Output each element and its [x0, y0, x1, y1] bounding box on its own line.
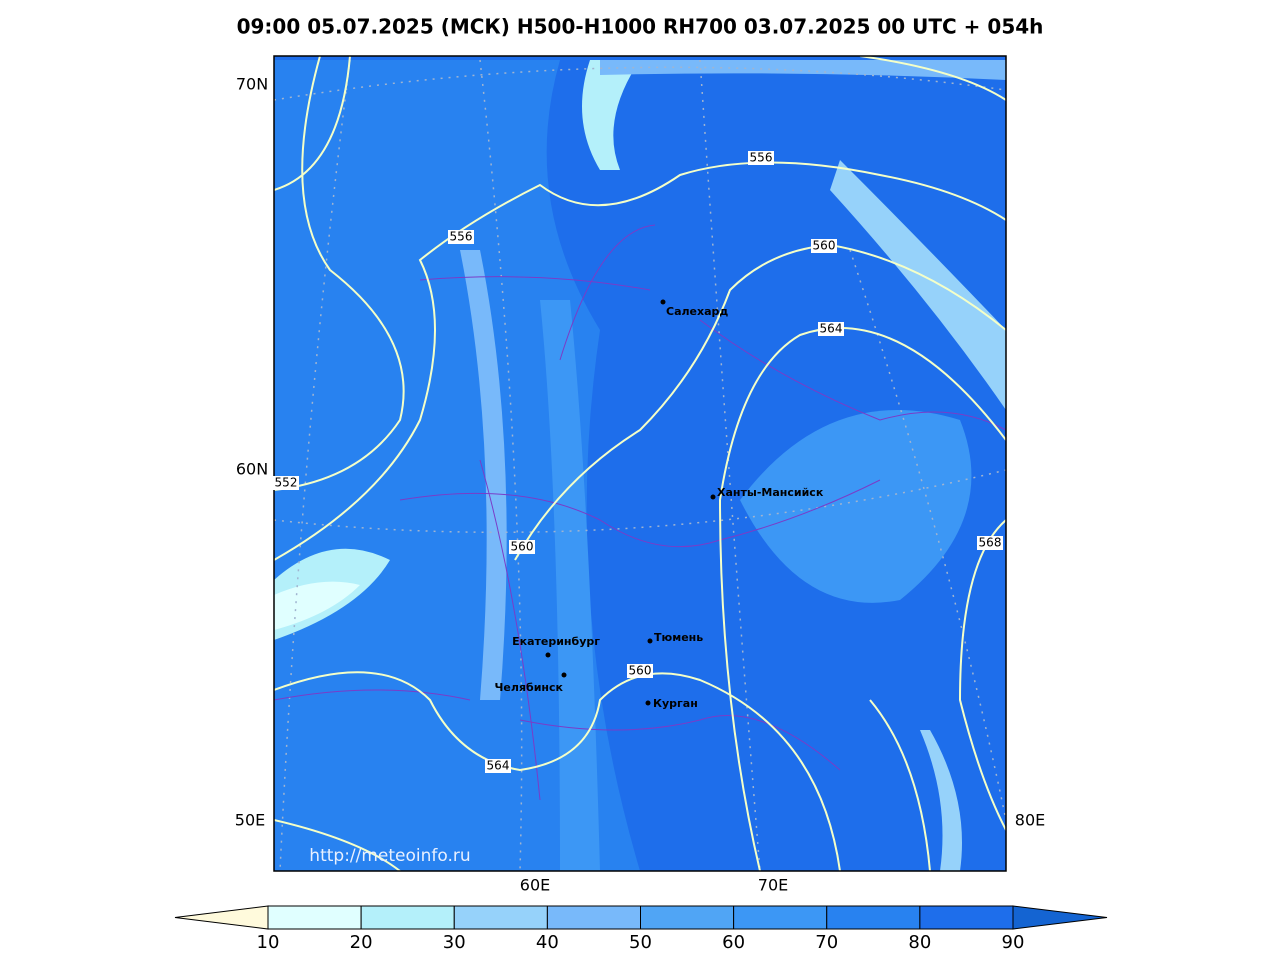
contour-label-box [509, 540, 535, 554]
city-label: Ханты-Мансийск [717, 486, 824, 499]
city-label: Тюмень [654, 631, 703, 644]
city-label: Екатеринбург [512, 635, 600, 648]
contour-label: 552 [275, 476, 298, 490]
colorbar-box [546, 905, 641, 930]
city-label: Челябинск [495, 681, 564, 694]
colorbar-under [174, 905, 269, 930]
contour-label: 568 [979, 536, 1002, 550]
colorbar-label: 50 [629, 932, 652, 953]
map-frame [273, 55, 1007, 872]
colorbar-label: 10 [257, 932, 280, 953]
lon-label: 50E [235, 811, 265, 830]
colorbar-box [733, 905, 828, 930]
colorbar-box [453, 905, 548, 930]
city-label: Курган [653, 697, 698, 710]
contour-label-box [818, 322, 844, 336]
colorbar-label: 60 [722, 932, 745, 953]
colorbar-over [1012, 905, 1108, 930]
colorbar-box [919, 905, 1014, 930]
lon-label: 80E [1015, 811, 1045, 830]
contour-label: 564 [487, 759, 510, 773]
colorbar-box [826, 905, 921, 930]
contour-label: 556 [450, 230, 473, 244]
city-dot [645, 700, 651, 706]
contour-label-box [627, 664, 653, 678]
colorbar-label: 70 [815, 932, 838, 953]
colorbar-box [360, 905, 455, 930]
colorbar-label: 30 [443, 932, 466, 953]
contour-label: 556 [750, 151, 773, 165]
city-dot [660, 299, 666, 305]
city-dot [545, 652, 551, 658]
lon-label: 70E [758, 876, 788, 895]
city-dot [647, 638, 653, 644]
contour-label: 560 [629, 664, 652, 678]
colorbar-box [640, 905, 735, 930]
colorbar-label: 20 [350, 932, 373, 953]
contour-label: 564 [820, 322, 843, 336]
title: 09:00 05.07.2025 (МСК) H500-H1000 RH700 … [237, 15, 1044, 39]
contour-label-box [485, 759, 511, 773]
contour-label-box [811, 239, 837, 253]
lon-label: 60E [520, 876, 550, 895]
lat-label: 60N [236, 460, 268, 479]
contour-label: 560 [511, 540, 534, 554]
city-label: Салехард [666, 305, 728, 318]
city-dot [710, 494, 716, 500]
lat-label: 70N [236, 75, 268, 94]
contour-label-box [748, 151, 774, 165]
contour-label-box [273, 476, 299, 490]
contour-label-box [448, 230, 474, 244]
colorbar-label: 40 [536, 932, 559, 953]
map [274, 56, 1006, 871]
colorbar-label: 80 [908, 932, 931, 953]
credit: http://meteoinfo.ru [309, 846, 470, 866]
colorbar-box [267, 905, 362, 930]
contour-label-box [977, 536, 1003, 550]
colorbar-label: 90 [1002, 932, 1025, 953]
city-dot [561, 672, 567, 678]
contour-label: 560 [813, 239, 836, 253]
